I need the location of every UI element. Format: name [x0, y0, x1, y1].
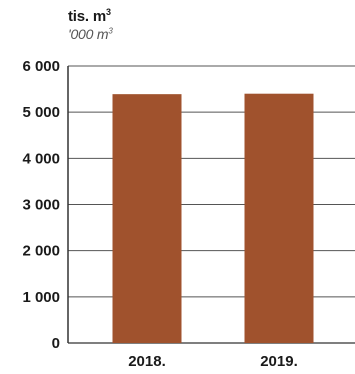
y-tick-label: 1 000: [22, 289, 60, 306]
y-tick-labels: 0 1 000 2 000 3 000 4 000 5 000 6 000: [22, 58, 60, 352]
y-tick-label: 3 000: [22, 197, 60, 214]
y-tick-label: 2 000: [22, 243, 60, 260]
x-category-labels: 2018. 2019.: [128, 353, 298, 370]
y-tick-label: 4 000: [22, 150, 60, 167]
y-tick-label: 5 000: [22, 104, 60, 121]
unit-label-secondary: '000 m3: [68, 26, 113, 42]
bars: [112, 93, 314, 343]
x-category-label: 2018.: [128, 353, 166, 370]
bar-2019: [244, 93, 314, 343]
y-tick-label: 6 000: [22, 58, 60, 75]
unit-label-block: tis. m3 '000 m3: [68, 7, 113, 42]
unit-label-primary: tis. m3: [68, 7, 111, 25]
y-tick-label: 0: [52, 335, 60, 352]
x-category-label: 2019.: [260, 353, 298, 370]
bar-2018: [112, 94, 182, 343]
